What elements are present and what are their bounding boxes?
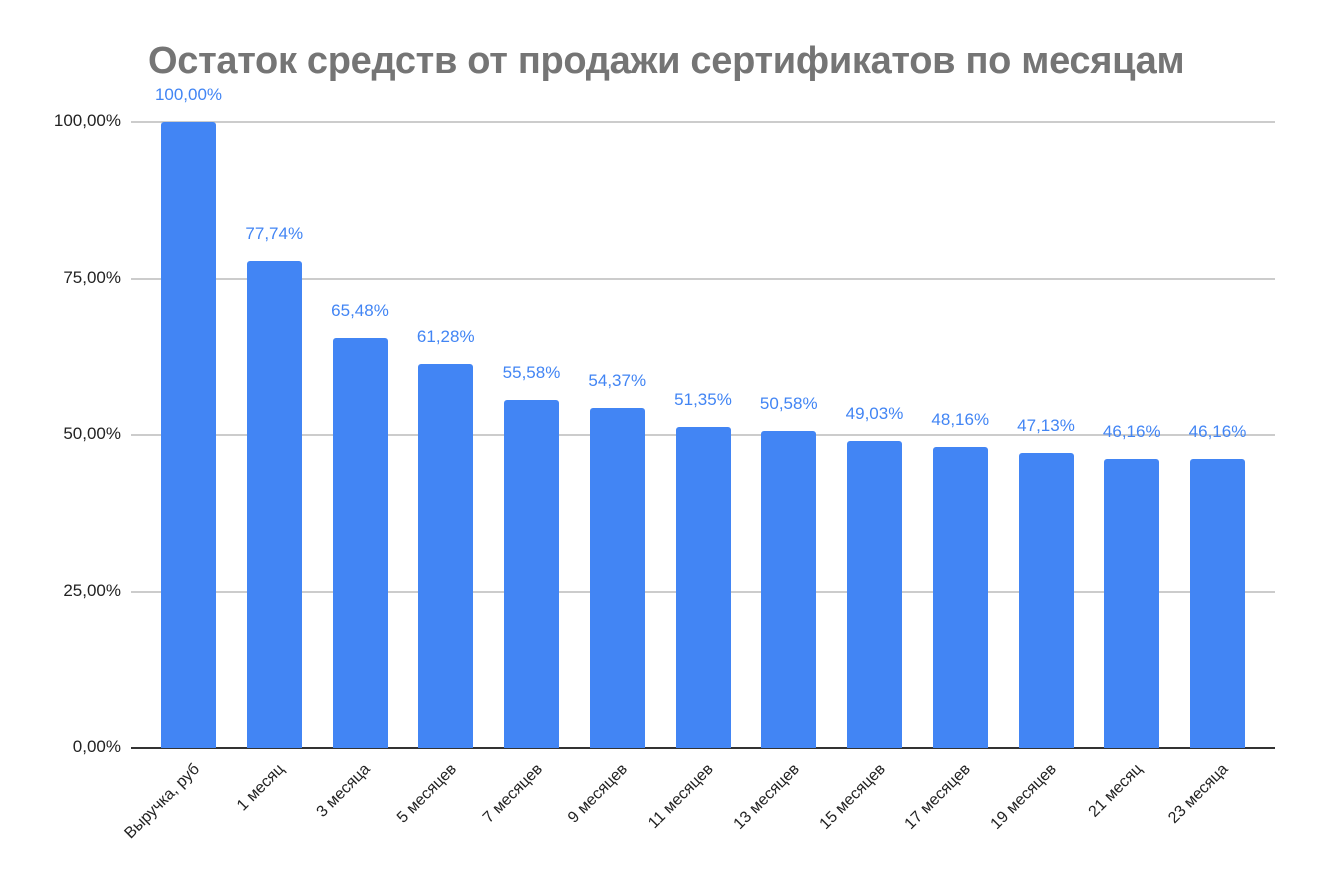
x-axis-line [131, 747, 1275, 749]
data-label: 47,13% [1017, 415, 1075, 435]
y-tick-label: 75,00% [63, 267, 121, 287]
y-tick-label: 50,00% [63, 424, 121, 443]
bar[interactable] [1104, 459, 1160, 748]
bar[interactable] [1018, 452, 1074, 748]
x-tick-label: 13 месяцев [730, 760, 803, 833]
x-tick-label: 5 месяцев [393, 760, 460, 827]
bar[interactable] [761, 431, 817, 748]
bar[interactable] [1190, 459, 1245, 748]
gridline [131, 277, 1275, 280]
bar[interactable] [332, 338, 388, 748]
x-tick-label: Выручка, руб [120, 760, 203, 843]
bar[interactable] [847, 441, 902, 748]
bar[interactable] [932, 446, 988, 748]
bar[interactable] [418, 364, 474, 748]
data-label: 48,16% [931, 409, 990, 429]
data-label: 61,28% [416, 327, 475, 347]
x-tick-label: 23 месяца [1164, 760, 1232, 828]
bar[interactable] [504, 400, 559, 748]
y-tick-label: 0,00% [72, 737, 121, 756]
data-label: 55,58% [502, 363, 561, 383]
x-tick-label: 17 месяцев [901, 760, 975, 833]
data-label: 77,74% [245, 224, 304, 244]
bar[interactable] [161, 122, 216, 748]
data-label: 51,35% [674, 389, 732, 409]
chart-title: Остаток средств от продажи сертификатов … [148, 40, 1185, 82]
data-label: 100,00% [154, 85, 223, 104]
x-tick-label: 7 месяцев [479, 760, 546, 827]
x-tick-label: 19 месяцев [987, 760, 1060, 833]
data-label: 46,16% [1102, 422, 1161, 442]
data-label: 49,03% [845, 404, 904, 424]
bar[interactable] [589, 407, 645, 748]
gridline [131, 121, 1275, 123]
data-label: 46,16% [1188, 422, 1247, 442]
data-label: 65,48% [331, 301, 389, 321]
x-tick-label: 9 месяцев [565, 760, 632, 827]
x-tick-label: 1 месяц [234, 760, 288, 815]
y-tick-label: 25,00% [63, 580, 121, 600]
data-label: 50,58% [759, 394, 818, 414]
x-tick-label: 21 месяц [1085, 760, 1146, 821]
data-label: 54,37% [588, 370, 647, 390]
y-tick-label: 100,00% [53, 111, 121, 130]
x-tick-label: 11 месяцев [645, 760, 717, 833]
bar[interactable] [675, 426, 731, 748]
x-tick-label: 15 месяцев [816, 760, 889, 833]
bar[interactable] [246, 261, 302, 748]
x-tick-label: 3 месяца [313, 760, 374, 821]
